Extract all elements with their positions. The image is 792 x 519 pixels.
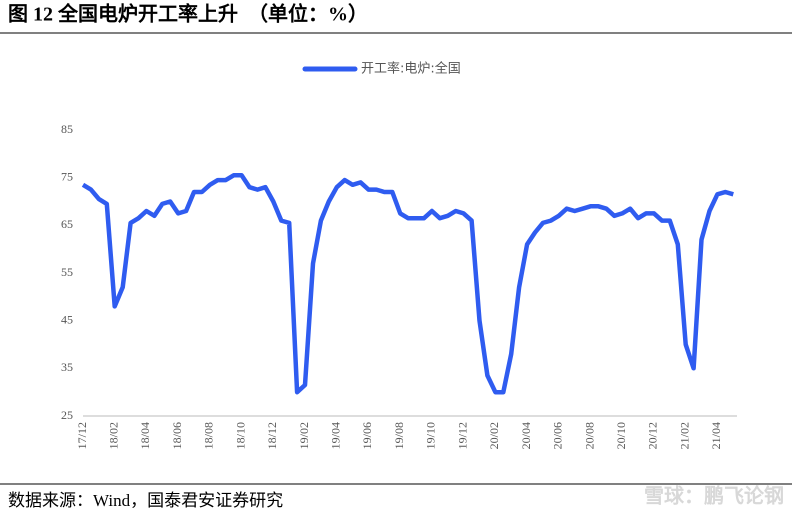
x-tick-label: 20/08: [582, 422, 596, 449]
x-tick-label: 21/04: [709, 422, 723, 449]
x-tick-label: 19/08: [392, 422, 406, 449]
x-tick-label: 17/12: [75, 422, 89, 449]
x-tick-label: 19/02: [297, 422, 311, 449]
x-tick-label: 18/12: [265, 422, 279, 449]
legend-label: 开工率:电炉:全国: [361, 61, 461, 77]
x-tick-label: 20/04: [519, 422, 533, 449]
x-tick-label: 20/02: [487, 422, 501, 449]
x-tick-label: 21/02: [677, 422, 691, 449]
y-tick-label: 75: [61, 169, 73, 183]
y-tick-label: 25: [61, 408, 73, 422]
x-tick-label: 19/04: [329, 422, 343, 449]
x-tick-label: 18/08: [202, 422, 216, 449]
x-tick-label: 19/12: [455, 422, 469, 449]
x-tick-label: 18/02: [106, 422, 120, 449]
y-tick-label: 55: [61, 265, 73, 279]
x-tick-label: 18/06: [170, 422, 184, 449]
chart-title: 图 12 全国电炉开工率上升 （单位：%）: [8, 2, 368, 26]
x-tick-label: 18/10: [233, 422, 247, 449]
watermark: 雪球：鹏飞论钢: [644, 484, 784, 508]
y-tick-label: 35: [61, 360, 73, 374]
x-tick-label: 19/06: [360, 422, 374, 449]
y-tick-label: 65: [61, 217, 73, 231]
y-tick-label: 85: [61, 122, 73, 136]
x-tick-label: 20/06: [551, 422, 565, 449]
y-tick-label: 45: [61, 312, 73, 326]
x-tick-label: 18/04: [138, 422, 152, 449]
x-tick-label: 19/10: [424, 422, 438, 449]
source: 数据来源：Wind，国泰君安证券研究: [8, 491, 283, 510]
x-tick-label: 20/10: [614, 422, 628, 449]
x-tick-label: 20/12: [646, 422, 660, 449]
series-line: [81, 173, 734, 395]
